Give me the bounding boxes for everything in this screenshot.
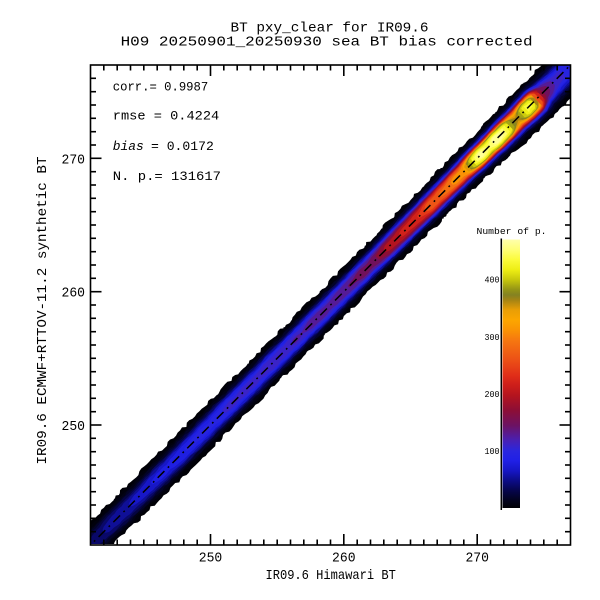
svg-text:270: 270: [62, 152, 86, 168]
svg-text:rmse = 0.4224: rmse = 0.4224: [113, 109, 220, 124]
svg-text:250: 250: [199, 551, 223, 567]
svg-text:Number of p.: Number of p.: [477, 226, 547, 237]
svg-text:corr.= 0.9987: corr.= 0.9987: [113, 79, 208, 94]
svg-text:270: 270: [465, 551, 489, 567]
svg-text:IR09.6 ECMWF+RTTOV-11.2 synthe: IR09.6 ECMWF+RTTOV-11.2 synthetic BT: [35, 157, 51, 465]
svg-text:BT pxy_clear for IR09.6: BT pxy_clear for IR09.6: [231, 21, 429, 37]
svg-text:100: 100: [485, 446, 500, 457]
svg-text:bias: bias: [113, 139, 144, 154]
svg-text:260: 260: [62, 286, 86, 302]
svg-text:300: 300: [485, 332, 500, 343]
svg-text:= 0.0172: = 0.0172: [151, 139, 214, 154]
svg-text:260: 260: [332, 551, 356, 567]
svg-text:400: 400: [485, 275, 500, 286]
svg-text:200: 200: [485, 389, 500, 400]
svg-text:H09 20250901_20250930 sea BT b: H09 20250901_20250930 sea BT bias correc…: [121, 35, 533, 51]
svg-text:250: 250: [62, 419, 86, 435]
svg-text:IR09.6 Himawari BT: IR09.6 Himawari BT: [265, 568, 396, 584]
svg-text:N. p.= 131617: N. p.= 131617: [113, 169, 221, 184]
